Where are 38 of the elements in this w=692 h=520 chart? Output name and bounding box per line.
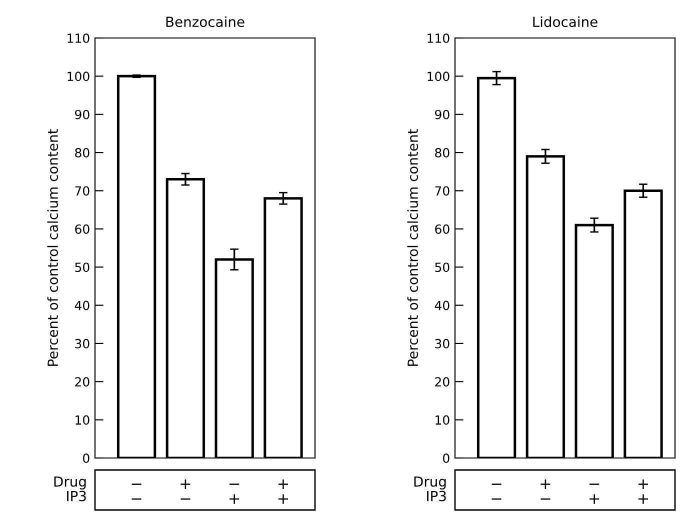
y-tick-label: 30 [75,338,90,348]
y-tick-label: 70 [75,186,90,196]
y-tick-label: 60 [435,224,450,234]
x-tick-label: − − [132,484,142,500]
x-tick-label: − + [590,484,600,504]
y-tick-label: 10 [436,415,450,425]
y-tick-label: 20 [75,377,90,387]
text: Drug IP3 [414,476,446,502]
y-tick-label: 60 [75,224,90,234]
y-tick-label: 10 [76,415,90,425]
x-tick-label: + − [180,479,190,500]
y-tick-label: 100 [68,72,90,82]
y-tick-label: 80 [435,148,450,158]
y-tick-label: 0 [443,453,450,463]
x-tick-label: + + [638,479,648,504]
y-tick-label: 50 [435,262,450,272]
y-tick-label: 100 [428,72,450,82]
y-tick-label: 40 [74,300,90,310]
y-tick-label: 80 [75,148,90,158]
y-tick-label: 30 [435,338,450,348]
chart-title: Benzocaine [166,16,244,28]
chart-title: Lidocaine [533,16,598,28]
y-tick-label: 20 [435,377,450,387]
x-tick-label: − + [230,484,240,504]
y-tick-label: 90 [75,110,90,120]
y-tick-label: 0 [83,453,90,463]
x-tick-label: + + [278,479,288,504]
y-axis-title: Percent of control calcium content [407,129,418,366]
x-tick-label: − − [492,484,502,500]
y-axis-title: Percent of control calcium content [47,129,58,366]
y-tick-label: 110 [428,33,450,43]
y-tick-label: 70 [435,186,450,196]
x-tick-label: + − [540,479,550,500]
text: Drug IP3 [54,476,86,502]
y-tick-label: 50 [75,262,90,272]
y-tick-label: 110 [68,33,90,43]
y-tick-label: 40 [434,300,450,310]
y-tick-label: 90 [435,110,450,120]
